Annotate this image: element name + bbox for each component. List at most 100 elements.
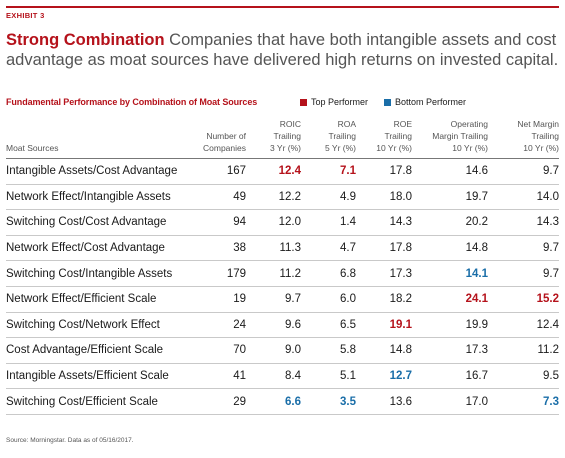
moat-source-cell: Switching Cost/Efficient Scale bbox=[6, 388, 186, 415]
moat-source-cell: Intangible Assets/Efficient Scale bbox=[6, 363, 186, 390]
table-row: Network Effect/Intangible Assets 49 12.2 4.… bbox=[6, 184, 559, 211]
col-roic-cell: 12.0 bbox=[246, 209, 301, 236]
col-roic-cell: 8.4 bbox=[246, 363, 301, 390]
col-number-of-companies-cell: 94 bbox=[186, 209, 246, 236]
col-roa-cell: 6.5 bbox=[301, 312, 356, 339]
col-operating-margin-cell: 14.1 bbox=[412, 260, 488, 287]
col-roe-cell: 19.1 bbox=[356, 312, 412, 339]
col-number-of-companies-cell: 29 bbox=[186, 388, 246, 415]
col-number-of-companies-header: Number of Companies bbox=[186, 118, 246, 159]
col-roic-cell: 12.2 bbox=[246, 184, 301, 211]
col-roa-cell: 7.1 bbox=[301, 158, 356, 185]
col-number-of-companies-cell: 19 bbox=[186, 286, 246, 313]
col-number-of-companies-cell: 38 bbox=[186, 235, 246, 262]
legend-bottom-performer: Bottom Performer bbox=[384, 97, 466, 107]
moat-source-cell: Network Effect/Efficient Scale bbox=[6, 286, 186, 313]
col-net-margin-cell: 9.7 bbox=[488, 260, 559, 287]
performance-table: Moat Sources Number of Companies ROIC Traili… bbox=[6, 118, 559, 415]
moat-source-cell: Switching Cost/Network Effect bbox=[6, 312, 186, 339]
legend-bottom-label: Bottom Performer bbox=[395, 97, 467, 107]
col-roa-cell: 1.4 bbox=[301, 209, 356, 236]
legend-top-performer: Top Performer bbox=[300, 97, 368, 107]
legend-bottom-swatch bbox=[384, 98, 391, 106]
col-operating-margin-header: Operating Margin Trailing 10 Yr (%) bbox=[412, 118, 488, 159]
col-roe-cell: 17.8 bbox=[356, 158, 412, 185]
col-roe-cell: 17.3 bbox=[356, 260, 412, 287]
table-header-row: Moat Sources Number of Companies ROIC Traili… bbox=[6, 118, 559, 159]
col-operating-margin-cell: 17.3 bbox=[412, 337, 488, 364]
col-moat-sources-header: Moat Sources bbox=[6, 118, 186, 159]
headline-text: Companies that have both intangible asse… bbox=[6, 31, 559, 69]
col-net-margin-cell: 9.5 bbox=[488, 363, 559, 390]
col-roic-cell: 9.7 bbox=[246, 286, 301, 313]
col-roa-header: ROA Trailing 5 Yr (%) bbox=[301, 118, 356, 159]
moat-source-cell: Switching Cost/Cost Advantage bbox=[6, 209, 186, 236]
col-roic-cell: 9.6 bbox=[246, 312, 301, 339]
col-number-of-companies-cell: 167 bbox=[186, 158, 246, 185]
header-line: Trailing bbox=[384, 131, 412, 141]
header-line: Moat Sources bbox=[6, 143, 59, 153]
col-number-of-companies-cell: 70 bbox=[186, 337, 246, 364]
col-roa-cell: 6.8 bbox=[301, 260, 356, 287]
source-note: Source: Morningstar. Data as of 05/16/20… bbox=[6, 437, 134, 444]
col-roa-cell: 4.9 bbox=[301, 184, 356, 211]
col-net-margin-cell: 11.2 bbox=[488, 337, 559, 364]
col-operating-margin-cell: 16.7 bbox=[412, 363, 488, 390]
table-row: Network Effect/Cost Advantage 38 11.3 4.7 17… bbox=[6, 235, 559, 262]
table-row: Network Effect/Efficient Scale 19 9.7 6.0 18… bbox=[6, 286, 559, 313]
table-row: Switching Cost/Cost Advantage 94 12.0 1.4 14… bbox=[6, 209, 559, 236]
table-row: Switching Cost/Intangible Assets 179 11.2 6… bbox=[6, 260, 559, 287]
table-row: Switching Cost/Network Effect 24 9.6 6.5 19.… bbox=[6, 312, 559, 339]
col-operating-margin-cell: 14.8 bbox=[412, 235, 488, 262]
col-roe-cell: 17.8 bbox=[356, 235, 412, 262]
legend-top-swatch bbox=[300, 98, 307, 106]
header-line: 10 Yr (%) bbox=[376, 143, 412, 153]
col-roe-cell: 14.8 bbox=[356, 337, 412, 364]
col-operating-margin-cell: 17.0 bbox=[412, 388, 488, 415]
col-roic-cell: 6.6 bbox=[246, 388, 301, 415]
col-operating-margin-cell: 14.6 bbox=[412, 158, 488, 185]
col-roic-cell: 11.3 bbox=[246, 235, 301, 262]
table-body: Intangible Assets/Cost Advantage 167 12.4 7… bbox=[6, 158, 559, 415]
header-line: ROA bbox=[337, 119, 356, 129]
col-roic-cell: 11.2 bbox=[246, 260, 301, 287]
col-net-margin-cell: 9.7 bbox=[488, 235, 559, 262]
col-net-margin-cell: 14.3 bbox=[488, 209, 559, 236]
table-row: Cost Advantage/Efficient Scale 70 9.0 5.8 14… bbox=[6, 337, 559, 364]
table-subhead: Fundamental Performance by Combination o… bbox=[6, 97, 258, 107]
col-number-of-companies-cell: 41 bbox=[186, 363, 246, 390]
col-net-margin-cell: 9.7 bbox=[488, 158, 559, 185]
col-roa-cell: 5.1 bbox=[301, 363, 356, 390]
col-roe-cell: 12.7 bbox=[356, 363, 412, 390]
header-line: Companies bbox=[203, 143, 246, 153]
moat-source-cell: Network Effect/Intangible Assets bbox=[6, 184, 186, 211]
moat-source-cell: Network Effect/Cost Advantage bbox=[6, 235, 186, 262]
header-line: Net Margin bbox=[517, 119, 559, 129]
header-line: Trailing bbox=[328, 131, 356, 141]
exhibit-rule bbox=[6, 6, 559, 16]
col-roe-header: ROE Trailing 10 Yr (%) bbox=[356, 118, 412, 159]
col-roa-cell: 3.5 bbox=[301, 388, 356, 415]
col-operating-margin-cell: 20.2 bbox=[412, 209, 488, 236]
col-number-of-companies-cell: 179 bbox=[186, 260, 246, 287]
col-number-of-companies-cell: 49 bbox=[186, 184, 246, 211]
col-operating-margin-cell: 24.1 bbox=[412, 286, 488, 313]
header-line: Operating bbox=[450, 119, 488, 129]
moat-source-cell: Intangible Assets/Cost Advantage bbox=[6, 158, 186, 185]
col-roe-cell: 14.3 bbox=[356, 209, 412, 236]
header-line: 3 Yr (%) bbox=[269, 143, 301, 153]
moat-source-cell: Switching Cost/Intangible Assets bbox=[6, 260, 186, 287]
table-row: Intangible Assets/Cost Advantage 167 12.4 7… bbox=[6, 158, 559, 185]
header-line: Number of bbox=[206, 131, 246, 141]
col-net-margin-cell: 14.0 bbox=[488, 184, 559, 211]
header-line: ROIC bbox=[279, 119, 301, 129]
col-roe-cell: 13.6 bbox=[356, 388, 412, 415]
col-net-margin-cell: 7.3 bbox=[488, 388, 559, 415]
exhibit-tag: EXHIBIT 3 bbox=[6, 11, 45, 20]
col-number-of-companies-cell: 24 bbox=[186, 312, 246, 339]
table-row: Switching Cost/Efficient Scale 29 6.6 3.5 13… bbox=[6, 388, 559, 415]
col-roa-cell: 5.8 bbox=[301, 337, 356, 364]
header-line: Margin Trailing bbox=[432, 131, 488, 141]
col-roe-cell: 18.0 bbox=[356, 184, 412, 211]
col-net-margin-cell: 15.2 bbox=[488, 286, 559, 313]
